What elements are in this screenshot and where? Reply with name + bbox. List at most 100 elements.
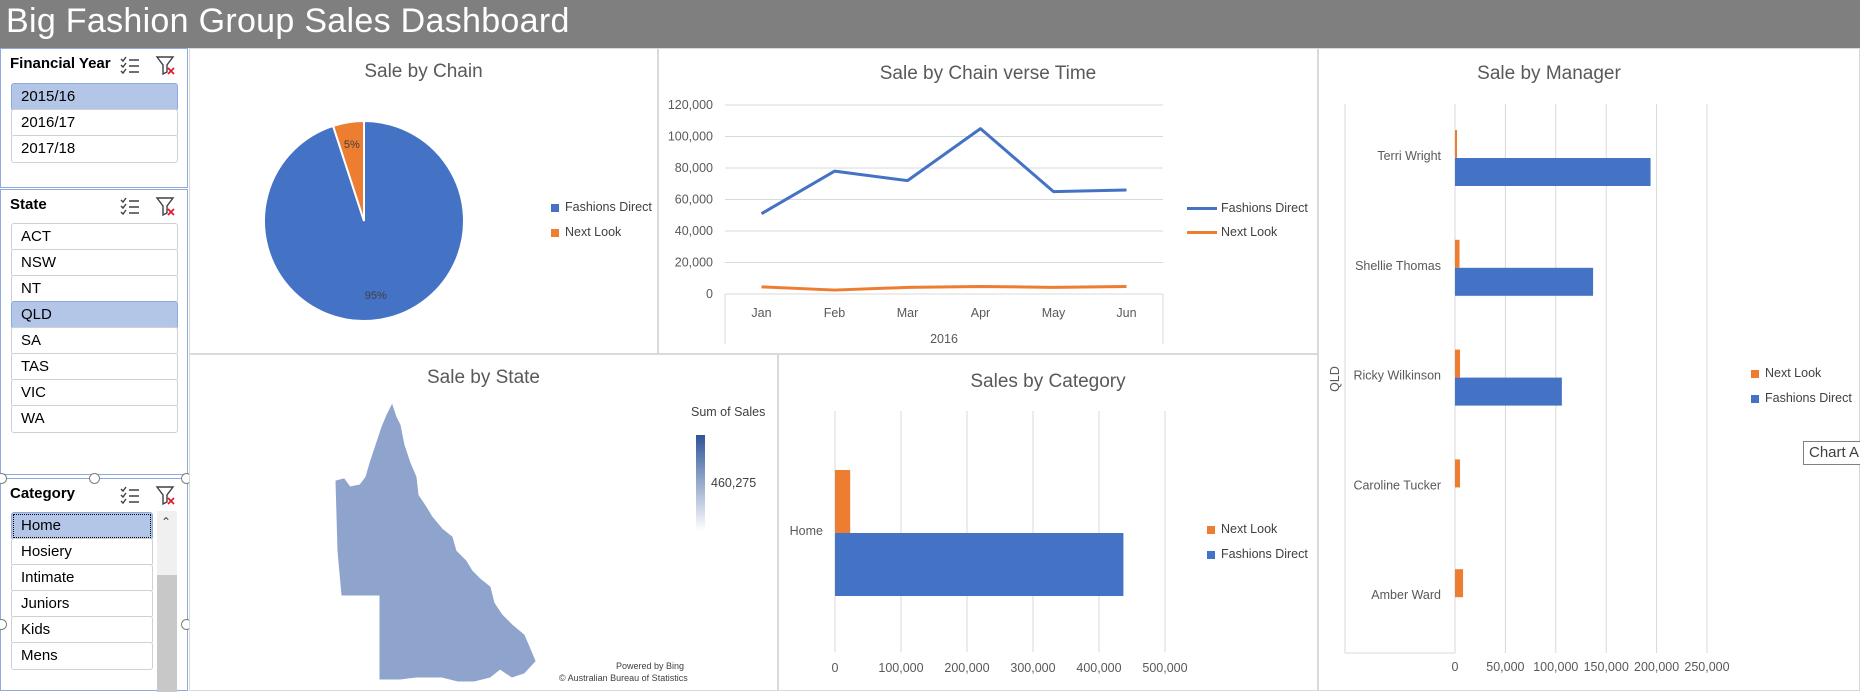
y-tick-label: Home [790,524,823,538]
pie-plot: 95% 5% [263,119,465,322]
resize-handle[interactable] [89,473,100,484]
chart-sale-by-manager[interactable]: Sale by Manager 0 50,000 100,000 150,000 200… [1318,48,1860,691]
slicer-item[interactable]: QLD [11,301,178,329]
legend-label: Fashions Direct [565,200,652,214]
x-tick-label: 200,000 [944,661,989,675]
y-tick-label: Amber Ward [1371,588,1441,602]
copyright-label: © Australian Bureau of Statistics [559,673,688,683]
x-tick-label: 500,000 [1142,661,1187,675]
chart-sale-by-state[interactable]: Sale by State Sum of Sales 460,275 Power… [189,354,778,691]
slicer-category[interactable]: Category Home Hosiery Intimate Juniors Kids M… [0,478,188,692]
clear-filter-icon[interactable] [155,54,177,76]
x-tick-label: Feb [824,306,846,320]
clear-filter-icon[interactable] [155,195,177,217]
series-line [761,284,1127,292]
x-group-label: 2016 [930,332,958,346]
bar [1455,349,1461,378]
slicer-item[interactable]: NSW [11,249,178,277]
legend-item: Next Look [551,225,621,239]
slicer-item[interactable]: Kids [11,616,153,644]
dashboard-title-bar: Big Fashion Group Sales Dashboard [0,0,1860,48]
slicer-header: State [10,196,47,213]
legend-swatch [1187,207,1217,211]
line-plot: 0 20,000 40,000 60,000 80,000 100,000 120,000 J… [668,98,1164,346]
legend-label: Next Look [1221,522,1278,536]
bar [1455,569,1464,598]
qld-region [335,403,536,682]
chart-sales-by-category[interactable]: Sales by Category 0 100,000 200,000 300,000… [778,354,1318,691]
legend-item: Next Look [1187,225,1277,239]
powered-by-label: Powered by Bing [616,661,685,671]
resize-handle[interactable] [0,619,7,630]
data-label: 5% [344,139,360,151]
y-tick-label: Terri Wright [1377,149,1441,163]
slicer-item[interactable]: Home [11,512,153,540]
scroll-up-icon[interactable]: ⌃ [161,515,172,529]
slicer-item[interactable]: ACT [11,223,178,251]
x-tick-label: Jan [751,306,771,320]
legend-item: Fashions Direct [1187,201,1308,215]
y-tick-label: Caroline Tucker [1353,478,1441,492]
category-bar-plot: 0 100,000 200,000 300,000 400,000 500,000 Home [790,411,1188,675]
clear-filter-icon[interactable] [155,484,177,506]
legend-item: Fashions Direct [1207,547,1308,561]
chart-sale-by-chain[interactable]: Sale by Chain 95% 5% Fashions Direct Next… [189,48,658,354]
multi-select-icon[interactable] [119,484,141,506]
y-tick-label: Ricky Wilkinson [1353,369,1441,383]
dashboard-title: Big Fashion Group Sales Dashboard [6,2,570,40]
chart-sale-by-chain-verse-time[interactable]: Sale by Chain verse Time 0 20,000 40,000 60… [658,48,1318,354]
x-tick-label: 100,000 [878,661,923,675]
slicer-scrollbar[interactable]: ⌃ [157,511,177,692]
bar [835,533,1124,596]
legend-label: Fashions Direct [1765,391,1852,405]
slicer-item[interactable]: Mens [11,642,153,670]
legend-label: Next Look [1765,366,1822,380]
slicer-item[interactable]: Hosiery [11,538,153,566]
bar [1455,130,1458,158]
x-tick-label: 250,000 [1684,660,1729,674]
chart-title: Sale by Chain [364,61,483,82]
slicer-item[interactable]: Juniors [11,590,153,618]
slicer-item[interactable]: VIC [11,379,178,407]
chart-title: Sale by Manager [1477,63,1621,84]
manager-bar-plot: 0 50,000 100,000 150,000 200,000 250,000 QLD Te… [1328,104,1730,674]
slicer-item[interactable]: 2015/16 [11,83,178,111]
legend-item: Next Look [1207,522,1277,536]
x-tick-label: 50,000 [1486,660,1524,674]
slicer-financial-year[interactable]: Financial Year 2015/16 2016/17 2017/18 [0,48,188,188]
y-tick-label: 40,000 [675,224,713,238]
bar [835,470,851,533]
x-tick-label: Mar [897,306,919,320]
legend-item: Next Look [1751,366,1821,380]
slicer-item[interactable]: 2016/17 [11,109,178,137]
slicer-item[interactable]: SA [11,327,178,355]
x-tick-label: Jun [1116,306,1136,320]
scroll-thumb[interactable] [157,575,177,692]
legend-swatch [1187,231,1217,235]
slicer-item[interactable]: 2017/18 [11,135,178,163]
multi-select-icon[interactable] [119,195,141,217]
resize-handle[interactable] [0,473,7,484]
multi-select-icon[interactable] [119,54,141,76]
slicer-item[interactable]: WA [11,405,178,433]
bar [1455,267,1594,296]
data-label: 95% [365,290,387,302]
legend-swatch [1751,369,1759,378]
slicer-state[interactable]: State ACT NSW NT QLD SA TAS VIC WA [0,189,188,475]
slicer-item[interactable]: NT [11,275,178,303]
x-tick-label: 150,000 [1584,660,1629,674]
slicer-item[interactable]: TAS [11,353,178,381]
chart-title: Sale by Chain verse Time [879,63,1097,84]
legend-swatch [551,228,559,237]
map-color-scale [696,435,705,531]
bar [1455,239,1460,268]
legend-item: Fashions Direct [1751,391,1852,405]
legend-label: Next Look [1221,225,1278,239]
slicer-item[interactable]: Intimate [11,564,153,592]
x-tick-label: 300,000 [1010,661,1055,675]
legend-swatch [1751,394,1759,403]
x-tick-label: 100,000 [1533,660,1578,674]
chart-title: Sales by Category [970,371,1126,392]
legend-label: Next Look [565,225,622,239]
series-line [760,127,1127,215]
